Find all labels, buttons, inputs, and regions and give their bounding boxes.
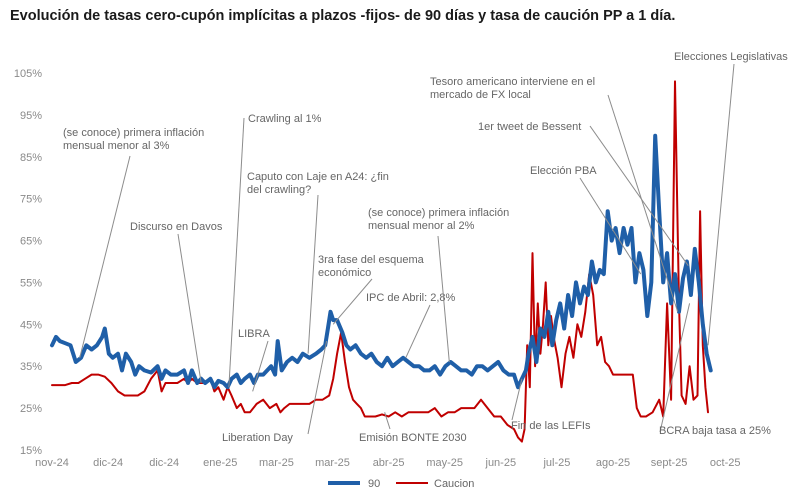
annotation-leader-line [607, 94, 679, 312]
annotation: Emisión BONTE 2030 [359, 412, 467, 444]
annotation-leader-line [405, 304, 431, 359]
legend: 90 Caucion [328, 478, 474, 490]
y-tick-label: 15% [20, 445, 42, 457]
annotation: Liberation Day [222, 340, 328, 444]
y-tick-label: 75% [20, 194, 42, 206]
annotation-leader-line [307, 194, 319, 354]
annotation-label: BCRA baja tasa a 25% [659, 425, 771, 437]
x-tick-label: ene-25 [203, 457, 237, 469]
annotation-label: IPC de Abril: 2,8% [366, 292, 455, 304]
annotation-label: económico [318, 267, 371, 279]
annotation-label: (se conoce) primera inflación [63, 127, 204, 139]
y-tick-label: 105% [14, 68, 42, 80]
y-tick-label: 45% [20, 319, 42, 331]
annotation-leader-line [307, 340, 328, 435]
annotation-label: Elecciones Legislativas [674, 51, 788, 63]
x-tick-label: sept-25 [651, 457, 688, 469]
annotation: 1er tweet de Bessent [478, 121, 689, 266]
annotation: BCRA baja tasa a 25% [659, 303, 771, 437]
annotation-leader-line [384, 412, 391, 430]
y-axis-ticks: 105% 95% 85% 75% 65% 55% 45% 35% 25% 15% [14, 68, 42, 457]
annotation: Discurso en Davos [130, 221, 223, 384]
x-tick-label: jun-25 [485, 457, 517, 469]
annotation-label: del crawling? [247, 184, 311, 196]
legend-label-caucion: Caucion [434, 478, 474, 490]
x-tick-label: nov-24 [35, 457, 69, 469]
x-tick-label: jul-25 [542, 457, 570, 469]
x-tick-label: may-25 [426, 457, 463, 469]
annotation-leader-line [252, 340, 269, 392]
annotation-label: 1er tweet de Bessent [478, 121, 581, 133]
y-tick-label: 55% [20, 277, 42, 289]
annotation-label: Elección PBA [530, 165, 597, 177]
x-axis-ticks: nov-24 dic-24 dic-24 ene-25 mar-25 mar-25 abr-… [35, 457, 740, 469]
annotation-leader-line [177, 233, 202, 384]
y-tick-label: 35% [20, 361, 42, 373]
annotation-label: Caputo con Laje en A24: ¿fin [247, 171, 389, 183]
legend-label-90: 90 [368, 478, 380, 490]
annotation-leader-line [589, 125, 689, 266]
annotation: IPC de Abril: 2,8% [366, 292, 455, 359]
annotation: Elecciones Legislativas [674, 51, 788, 346]
page-title: Evolución de tasas cero-cupón implícitas… [10, 8, 676, 24]
annotation-leader-line [579, 177, 642, 275]
annotation-label: Liberation Day [222, 432, 293, 444]
x-tick-label: mar-25 [315, 457, 350, 469]
x-tick-label: ago-25 [596, 457, 630, 469]
y-tick-label: 85% [20, 152, 42, 164]
annotation-label: 3ra fase del esquema [318, 254, 425, 266]
x-tick-label: oct-25 [710, 457, 741, 469]
annotation: Crawling al 1% [228, 113, 322, 388]
annotation-leader-line [511, 378, 523, 421]
annotation-label: Discurso en Davos [130, 221, 223, 233]
annotation-label: mercado de FX local [430, 89, 531, 101]
annotation-label: (se conoce) primera inflación [368, 207, 509, 219]
annotation: Fin de las LEFIs [511, 378, 591, 432]
annotation-label: LIBRA [238, 328, 270, 340]
annotation-label: Emisión BONTE 2030 [359, 432, 467, 444]
annotation-label: mensual menor al 2% [368, 220, 475, 232]
annotation-leader-line [707, 63, 735, 346]
annotation: LIBRA [238, 328, 270, 392]
annotation-leader-line [659, 303, 691, 433]
annotation: Tesoro americano interviene en elmercado… [430, 76, 679, 312]
annotation-label: mensual menor al 3% [63, 140, 170, 152]
x-tick-label: mar-25 [259, 457, 294, 469]
annotation: Elección PBA [530, 165, 642, 275]
x-tick-label: abr-25 [373, 457, 405, 469]
annotation-leader-line [79, 155, 131, 358]
annotation-label: Fin de las LEFIs [511, 420, 591, 432]
annotation-leader-line [437, 235, 450, 363]
annotation-leader-line [332, 278, 373, 325]
x-tick-label: dic-24 [149, 457, 179, 469]
y-tick-label: 25% [20, 403, 42, 415]
annotation-label: Crawling al 1% [248, 113, 322, 125]
annotation-label: Tesoro americano interviene en el [430, 76, 595, 88]
x-tick-label: dic-24 [93, 457, 123, 469]
y-tick-label: 95% [20, 110, 42, 122]
y-tick-label: 65% [20, 236, 42, 248]
annotation-leader-line [228, 117, 245, 388]
